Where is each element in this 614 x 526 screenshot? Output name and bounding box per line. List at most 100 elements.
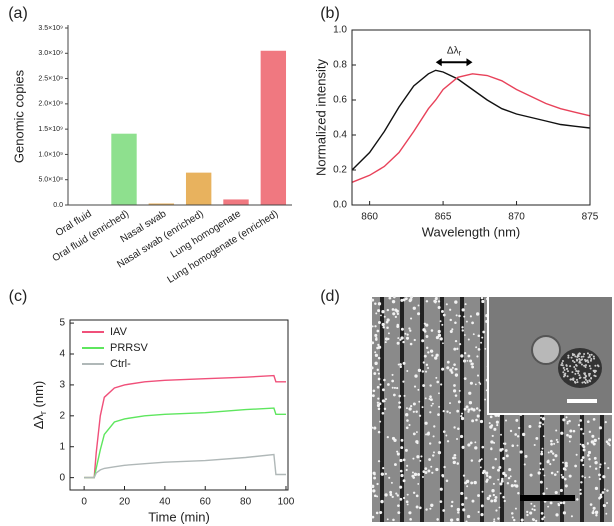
particle [471,499,475,503]
particle [373,494,377,498]
particle [517,492,520,495]
cluster-dot [576,356,579,359]
particle [569,429,573,433]
particle [470,481,474,485]
inset-texture [560,352,600,384]
particle [379,383,382,386]
particle [476,414,480,418]
y-axis-title-symbol: Δλ [31,414,46,430]
particle [462,474,466,477]
particle [380,499,384,504]
stripe [460,297,464,522]
particle [443,465,446,469]
cluster-dot [567,356,570,359]
particle [510,484,514,488]
particle [469,381,473,385]
particle [564,468,567,471]
particle [391,308,395,311]
particle [474,446,478,450]
particle [493,518,496,521]
cluster-dot [574,381,577,384]
particle [511,444,515,448]
particle [474,441,477,444]
particle [396,312,400,316]
particle [599,495,603,499]
particle [371,394,375,398]
particle [582,448,586,452]
particle [391,386,394,389]
particle [442,509,446,512]
particle [549,450,553,453]
particle [501,477,504,481]
particle [479,466,482,469]
particle [386,318,390,322]
particle [376,495,379,498]
y-tick-label: 0.8 [333,60,347,71]
cluster-dot [585,375,588,378]
particle [465,479,470,484]
cluster-dot [561,364,564,367]
particle [402,458,406,462]
particle [579,488,582,491]
particle [419,459,422,462]
particle [418,400,421,403]
particle [516,435,520,438]
particle [456,409,460,413]
particle [442,313,446,317]
cluster-dot [584,381,587,384]
particle [393,386,396,389]
particle [592,417,596,421]
cluster-dot [577,372,580,375]
particle [568,419,571,423]
particle [415,410,418,413]
particle [462,359,467,363]
particle [373,426,377,430]
particle [457,400,461,404]
particle [499,492,502,495]
particle [372,489,376,493]
particle [461,326,464,329]
y-tick-label: 5.0×10⁸ [38,177,63,184]
particle [417,472,421,476]
particle [428,458,432,461]
particle [478,459,481,463]
particle [393,393,396,397]
particle [478,381,481,384]
particle [435,467,439,472]
y-tick-label: 0.2 [333,165,347,176]
particle [404,332,407,335]
particle [410,295,413,299]
particle [449,308,452,311]
particle [493,441,496,444]
particle [538,425,542,428]
particle [491,489,495,493]
particle [388,296,392,300]
particle [577,424,581,427]
particle [550,442,553,446]
particle [486,496,490,501]
particle [481,445,485,449]
particle [374,361,378,366]
particle [381,310,385,314]
cluster-dot [578,357,581,360]
particle [471,419,475,423]
particle [395,492,398,495]
particle [414,473,418,476]
particle [393,463,397,466]
particle [381,388,385,392]
particle [560,431,564,435]
particle [463,334,466,336]
particle [574,464,577,468]
cluster-dot [575,358,578,361]
particle [439,487,443,491]
cluster-dot [562,375,565,378]
plot-frame [351,29,591,206]
particle [584,476,586,479]
inset-scale-bar [567,399,597,403]
particle [454,300,458,304]
particle [371,426,374,429]
particle [383,378,386,382]
panel-label: (a) [8,5,28,22]
particle [464,303,467,306]
particle [589,503,593,506]
